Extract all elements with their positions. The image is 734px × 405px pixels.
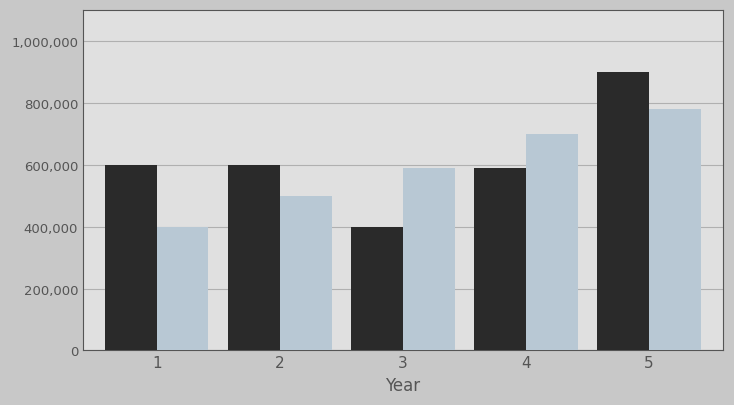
Bar <box>352 227 403 351</box>
Bar <box>403 168 454 351</box>
Bar <box>228 165 280 351</box>
X-axis label: Year: Year <box>385 376 421 394</box>
Bar <box>526 134 578 351</box>
Bar <box>649 110 701 351</box>
Bar <box>280 196 332 351</box>
Bar <box>597 73 649 351</box>
Bar <box>105 165 157 351</box>
Bar <box>157 227 208 351</box>
Bar <box>474 168 526 351</box>
